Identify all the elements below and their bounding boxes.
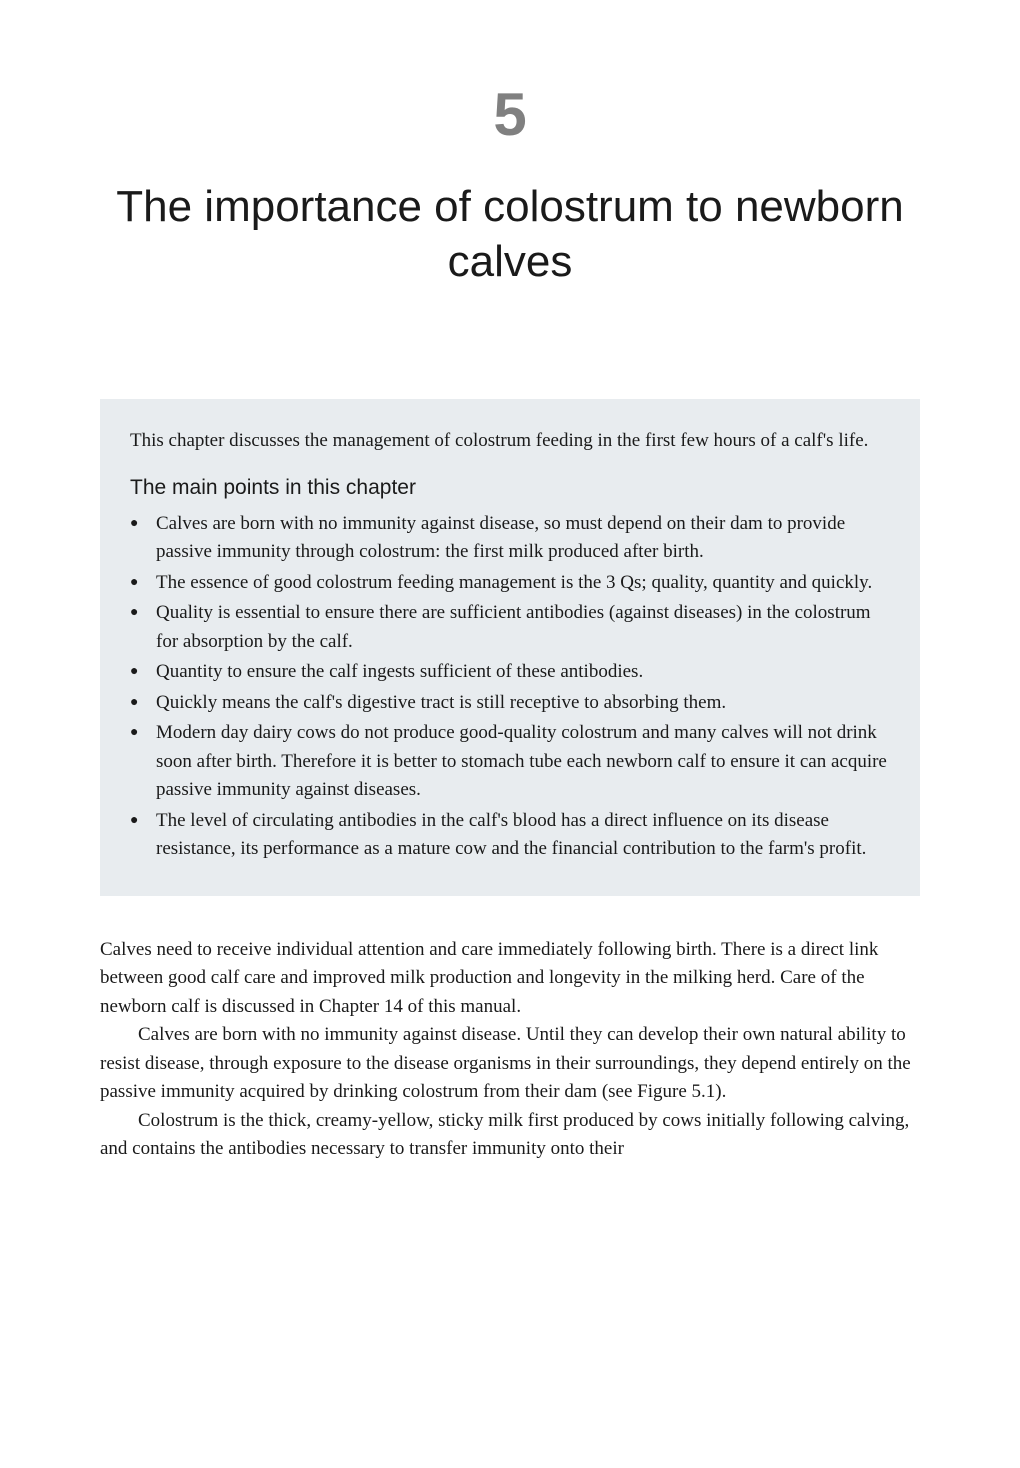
summary-intro: This chapter discusses the management of… [130, 427, 890, 456]
summary-subheading: The main points in this chapter [130, 476, 890, 500]
summary-box: This chapter discusses the management of… [100, 399, 920, 896]
list-item: Quantity to ensure the calf ingests suff… [130, 658, 890, 687]
list-item: Quickly means the calf's digestive tract… [130, 689, 890, 718]
body-paragraph: Calves are born with no immunity against… [100, 1021, 920, 1107]
chapter-title: The importance of colostrum to newborn c… [100, 179, 920, 289]
body-text: Calves need to receive individual attent… [100, 936, 920, 1164]
list-item: The essence of good colostrum feeding ma… [130, 569, 890, 598]
list-item: The level of circulating antibodies in t… [130, 807, 890, 864]
list-item: Modern day dairy cows do not produce goo… [130, 719, 890, 805]
summary-bullet-list: Calves are born with no immunity against… [130, 510, 890, 864]
body-paragraph: Calves need to receive individual attent… [100, 936, 920, 1022]
list-item: Calves are born with no immunity against… [130, 510, 890, 567]
body-paragraph: Colostrum is the thick, creamy-yellow, s… [100, 1107, 920, 1164]
chapter-number: 5 [100, 80, 920, 149]
list-item: Quality is essential to ensure there are… [130, 599, 890, 656]
